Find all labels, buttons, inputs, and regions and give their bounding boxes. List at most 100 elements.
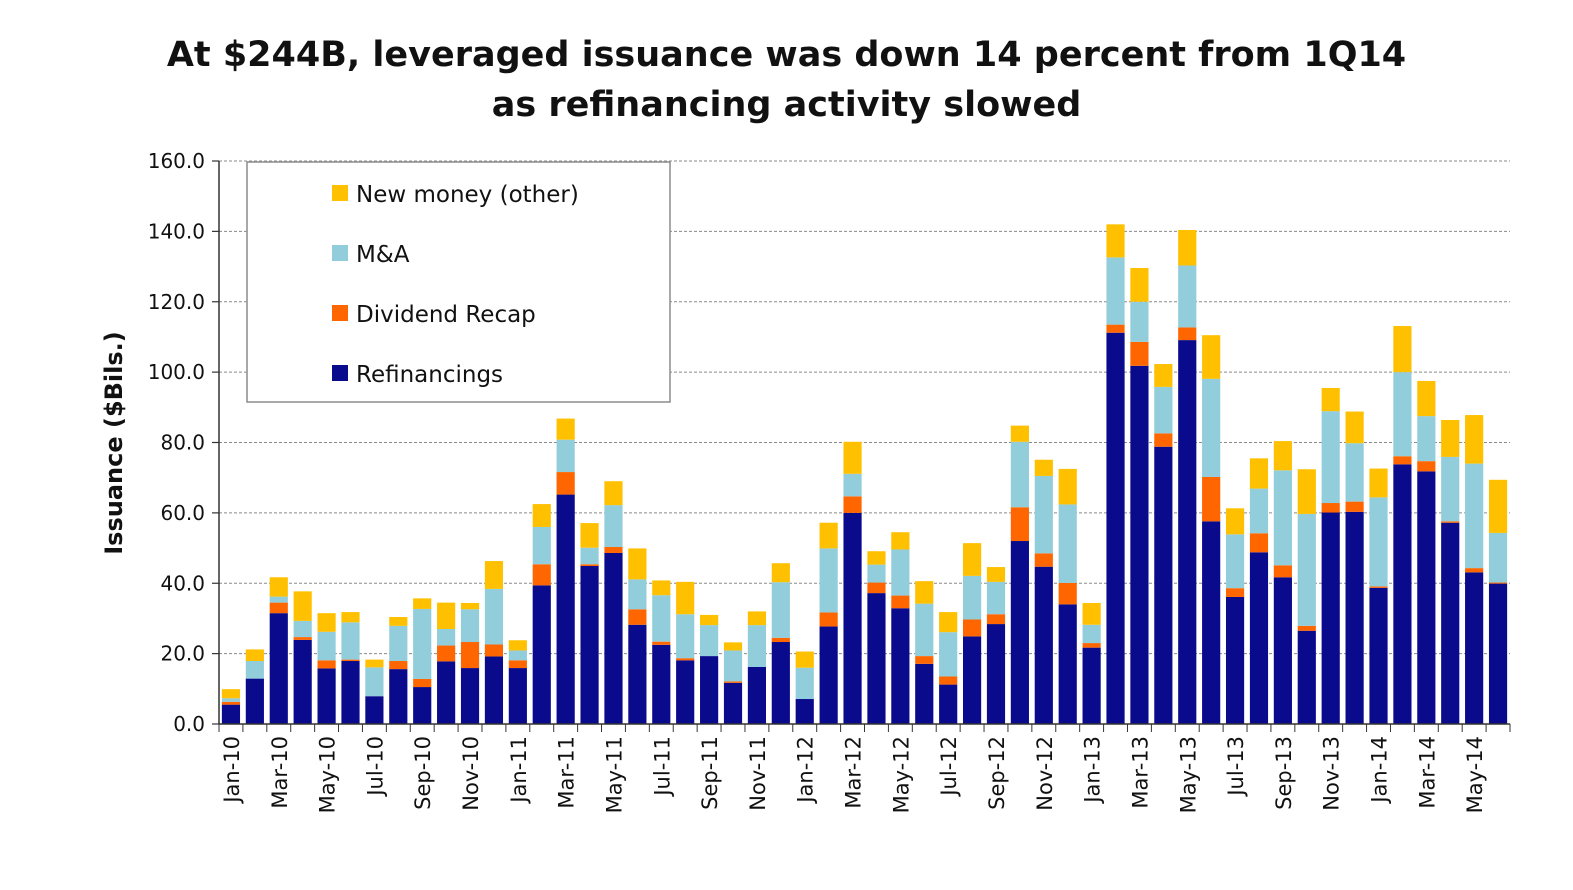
x-tick-label: Mar-10 bbox=[268, 736, 292, 809]
legend-label-refinancings: Refinancings bbox=[356, 362, 503, 388]
bar-new-money-other bbox=[556, 418, 575, 440]
bar-refinancings bbox=[245, 678, 264, 724]
bar-new-money-other bbox=[747, 611, 767, 626]
bar-m-a bbox=[1441, 456, 1460, 522]
legend-swatch-refinancings bbox=[332, 365, 348, 381]
legend-label-dividend-recap: Dividend Recap bbox=[356, 302, 536, 328]
bar-m-a bbox=[532, 526, 551, 565]
x-tick-label: Jan-12 bbox=[794, 736, 818, 805]
bar-refinancings bbox=[819, 626, 838, 724]
bar-dividend-recap bbox=[1273, 565, 1292, 578]
bar-dividend-recap bbox=[1082, 643, 1101, 648]
bar-dividend-recap bbox=[986, 614, 1006, 625]
bar-dividend-recap bbox=[1202, 476, 1221, 522]
chart-title-line-1: At $244B, leveraged issuance was down 14… bbox=[166, 35, 1407, 75]
bar-refinancings bbox=[723, 682, 743, 724]
bar-dividend-recap bbox=[819, 612, 838, 627]
bar-m-a bbox=[986, 581, 1006, 615]
bar-new-money-other bbox=[1082, 602, 1101, 625]
bar-m-a bbox=[1297, 513, 1316, 626]
y-tick-label: 80.0 bbox=[160, 431, 205, 455]
bar-refinancings bbox=[1345, 511, 1364, 724]
bar-refinancings bbox=[795, 699, 814, 724]
bar-m-a bbox=[891, 549, 910, 596]
x-tick-label: May-10 bbox=[316, 736, 340, 813]
bar-refinancings bbox=[365, 696, 384, 724]
bar-m-a bbox=[962, 575, 982, 620]
bar-new-money-other bbox=[1010, 425, 1029, 442]
bar-dividend-recap bbox=[269, 602, 288, 614]
bar-m-a bbox=[1273, 470, 1292, 566]
bar-new-money-other bbox=[771, 563, 790, 583]
bar-new-money-other bbox=[1345, 411, 1364, 444]
bar-new-money-other bbox=[723, 642, 743, 651]
legend-swatch-new-money-other bbox=[332, 185, 348, 201]
bar-m-a bbox=[795, 667, 814, 700]
bar-new-money-other bbox=[1273, 441, 1292, 471]
bar-dividend-recap bbox=[1225, 588, 1245, 597]
chart-title-line-2: as refinancing activity slowed bbox=[491, 85, 1082, 125]
y-tick-label: 40.0 bbox=[160, 571, 205, 595]
bar-m-a bbox=[771, 582, 790, 638]
bar-dividend-recap bbox=[437, 645, 456, 662]
x-tick-label: Jul-10 bbox=[363, 736, 387, 798]
legend-label-m-a: M&A bbox=[356, 242, 410, 268]
bar-dividend-recap bbox=[1297, 625, 1316, 631]
bar-new-money-other bbox=[676, 581, 695, 615]
bar-m-a bbox=[628, 579, 647, 610]
bar-new-money-other bbox=[1106, 224, 1125, 258]
x-tick-label: Mar-12 bbox=[842, 736, 866, 809]
bar-dividend-recap bbox=[1321, 503, 1340, 513]
bar-new-money-other bbox=[293, 591, 312, 621]
x-tick-label: Nov-11 bbox=[746, 736, 770, 811]
bar-refinancings bbox=[413, 687, 432, 724]
bar-refinancings bbox=[317, 668, 336, 724]
bar-new-money-other bbox=[1417, 380, 1436, 417]
bar-new-money-other bbox=[317, 613, 336, 632]
bar-new-money-other bbox=[484, 561, 504, 589]
bar-refinancings bbox=[867, 593, 886, 724]
bar-new-money-other bbox=[1465, 415, 1484, 464]
x-tick-label: Mar-11 bbox=[555, 736, 579, 809]
bar-dividend-recap bbox=[532, 564, 551, 586]
bar-refinancings bbox=[1465, 572, 1484, 724]
bar-new-money-other bbox=[819, 522, 838, 549]
bar-dividend-recap bbox=[843, 496, 862, 513]
bar-m-a bbox=[341, 622, 360, 660]
bar-dividend-recap bbox=[1058, 582, 1077, 605]
bar-refinancings bbox=[1273, 577, 1292, 724]
bar-new-money-other bbox=[939, 612, 958, 633]
bar-new-money-other bbox=[245, 649, 264, 662]
bar-refinancings bbox=[604, 552, 623, 724]
bar-m-a bbox=[1225, 534, 1245, 589]
bar-m-a bbox=[747, 625, 767, 667]
bar-m-a bbox=[245, 661, 264, 679]
bar-new-money-other bbox=[221, 689, 241, 699]
bar-refinancings bbox=[1202, 521, 1221, 724]
x-tick-label: Jul-12 bbox=[937, 736, 961, 798]
bar-m-a bbox=[1202, 378, 1221, 477]
x-tick-label: Jan-11 bbox=[507, 736, 531, 805]
bar-refinancings bbox=[1297, 630, 1316, 724]
bar-dividend-recap bbox=[413, 678, 432, 688]
bar-refinancings bbox=[1369, 587, 1388, 724]
bar-m-a bbox=[460, 609, 480, 643]
bar-refinancings bbox=[1106, 332, 1125, 724]
bar-m-a bbox=[221, 698, 241, 702]
bar-dividend-recap bbox=[293, 637, 312, 640]
x-tick-label: Nov-12 bbox=[1033, 736, 1057, 811]
bar-dividend-recap bbox=[915, 656, 934, 664]
bar-m-a bbox=[1321, 411, 1340, 504]
bar-new-money-other bbox=[1154, 364, 1173, 387]
x-tick-label: Nov-10 bbox=[459, 736, 483, 811]
bar-new-money-other bbox=[508, 640, 527, 651]
bar-dividend-recap bbox=[676, 658, 695, 661]
bar-refinancings bbox=[484, 656, 504, 724]
bar-m-a bbox=[700, 625, 719, 657]
legend-swatch-dividend-recap bbox=[332, 305, 348, 321]
bar-dividend-recap bbox=[389, 661, 408, 670]
bar-new-money-other bbox=[365, 659, 384, 668]
y-tick-label: 140.0 bbox=[148, 219, 205, 243]
x-tick-label: May-11 bbox=[602, 736, 626, 813]
bar-new-money-other bbox=[795, 651, 814, 668]
